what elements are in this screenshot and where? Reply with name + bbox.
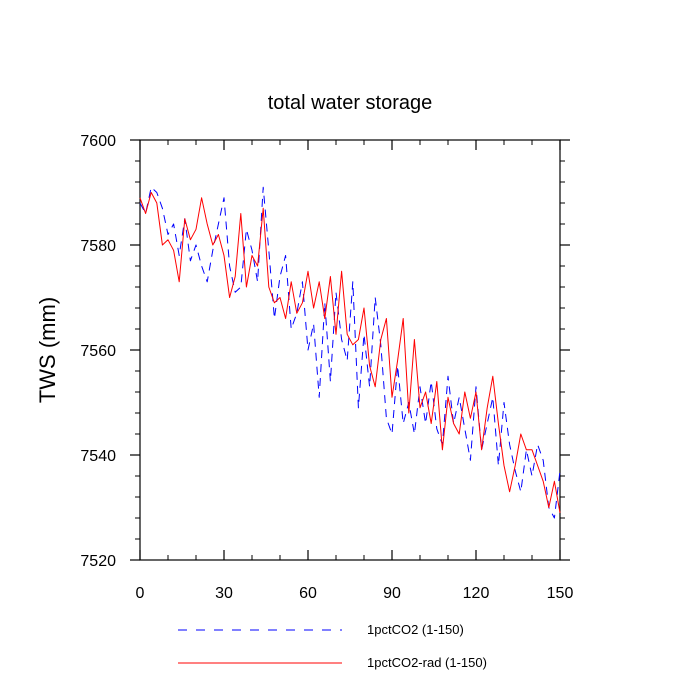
- series-line-1pctco2-rad: [139, 192, 561, 513]
- legend-label-1pctco2: 1pctCO2 (1-150): [367, 622, 464, 637]
- legend-item-1pctco2: 1pctCO2 (1-150): [178, 622, 464, 637]
- plot-area: [130, 139, 570, 561]
- x-tick-label: 0: [136, 585, 145, 602]
- y-tick-label: 7600: [80, 133, 116, 150]
- x-tick-label: 90: [383, 585, 401, 602]
- legend-item-1pctco2-rad: 1pctCO2-rad (1-150): [178, 655, 487, 670]
- axis-ticks: [130, 139, 570, 561]
- legend: 1pctCO2 (1-150) 1pctCO2-rad (1-150): [178, 622, 487, 670]
- series-line-1pctco2: [139, 186, 561, 519]
- x-tick-label: 150: [547, 585, 574, 602]
- x-tick-label: 30: [215, 585, 233, 602]
- y-axis-label: TWS (mm): [35, 297, 60, 403]
- x-tick-label: 120: [463, 585, 490, 602]
- legend-label-1pctco2-rad: 1pctCO2-rad (1-150): [367, 655, 487, 670]
- y-tick-label: 7520: [80, 553, 116, 570]
- y-tick-label: 7560: [80, 343, 116, 360]
- chart-title: total water storage: [268, 92, 433, 114]
- tick-labels: 0 30 60 90 120 150 7520 7540 7560 7580 7600: [80, 133, 573, 602]
- series-layer: [139, 186, 561, 519]
- x-tick-label: 60: [299, 585, 317, 602]
- y-tick-label: 7540: [80, 448, 116, 465]
- y-tick-label: 7580: [80, 238, 116, 255]
